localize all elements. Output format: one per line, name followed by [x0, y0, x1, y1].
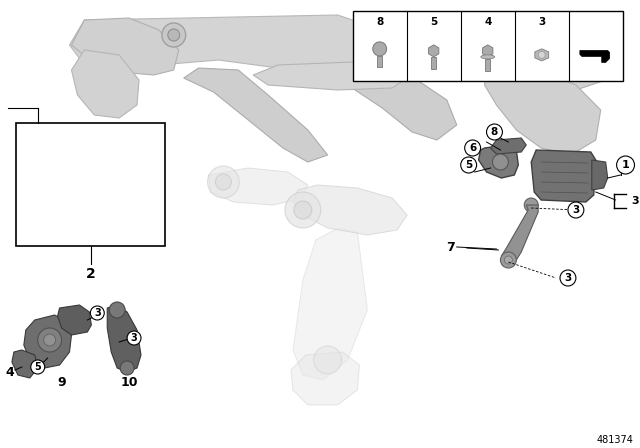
Text: 4: 4 — [484, 17, 492, 27]
Text: 2: 2 — [86, 267, 95, 281]
Bar — [16, 123, 165, 246]
Circle shape — [294, 201, 312, 219]
Circle shape — [486, 124, 502, 140]
Circle shape — [522, 37, 531, 47]
Circle shape — [168, 29, 180, 41]
Polygon shape — [490, 138, 526, 154]
Polygon shape — [531, 150, 596, 202]
Text: 3: 3 — [564, 273, 572, 283]
Polygon shape — [328, 68, 457, 140]
Circle shape — [109, 302, 125, 318]
Text: 5: 5 — [430, 17, 437, 27]
Ellipse shape — [481, 55, 495, 59]
Text: 481374: 481374 — [596, 435, 634, 445]
Text: 7: 7 — [446, 241, 455, 254]
Circle shape — [504, 256, 513, 264]
Circle shape — [44, 334, 56, 346]
Circle shape — [524, 198, 538, 212]
Polygon shape — [58, 305, 92, 335]
Polygon shape — [12, 350, 38, 378]
Circle shape — [207, 166, 239, 198]
Circle shape — [162, 23, 186, 47]
Circle shape — [372, 42, 387, 56]
Circle shape — [568, 202, 584, 218]
Circle shape — [493, 154, 508, 170]
Bar — [353, 11, 623, 81]
Polygon shape — [431, 57, 436, 69]
Text: 3: 3 — [131, 333, 138, 343]
Polygon shape — [293, 228, 367, 380]
Circle shape — [616, 156, 634, 174]
Polygon shape — [70, 15, 605, 80]
Circle shape — [127, 331, 141, 345]
Circle shape — [120, 361, 134, 375]
Polygon shape — [377, 56, 382, 67]
Circle shape — [38, 328, 61, 352]
Polygon shape — [72, 18, 179, 75]
Polygon shape — [580, 51, 610, 62]
Text: 3: 3 — [572, 205, 580, 215]
Polygon shape — [506, 25, 621, 90]
Circle shape — [465, 140, 481, 156]
Circle shape — [314, 346, 342, 374]
Text: 8: 8 — [491, 127, 498, 137]
Text: 3: 3 — [538, 17, 545, 27]
Polygon shape — [535, 49, 548, 61]
Circle shape — [216, 174, 231, 190]
Polygon shape — [108, 305, 141, 372]
Text: 5: 5 — [35, 362, 41, 372]
Polygon shape — [479, 145, 518, 178]
Polygon shape — [592, 160, 607, 190]
Polygon shape — [253, 62, 407, 90]
Polygon shape — [291, 352, 360, 405]
Polygon shape — [184, 68, 328, 162]
Circle shape — [90, 306, 104, 320]
Text: 9: 9 — [57, 375, 66, 388]
Polygon shape — [501, 205, 538, 265]
Circle shape — [500, 252, 516, 268]
Polygon shape — [485, 59, 490, 71]
Circle shape — [31, 360, 45, 374]
Polygon shape — [484, 65, 601, 155]
Text: 5: 5 — [465, 160, 472, 170]
Text: 1: 1 — [621, 160, 629, 170]
Polygon shape — [429, 45, 439, 57]
Polygon shape — [293, 185, 407, 235]
Polygon shape — [24, 315, 72, 368]
Text: 8: 8 — [376, 17, 383, 27]
Polygon shape — [72, 50, 139, 118]
Text: 10: 10 — [120, 375, 138, 388]
Text: 4: 4 — [5, 366, 14, 379]
Circle shape — [285, 192, 321, 228]
Polygon shape — [209, 168, 308, 205]
Circle shape — [560, 270, 576, 286]
Text: 3: 3 — [94, 308, 100, 318]
Circle shape — [516, 32, 536, 52]
Circle shape — [538, 52, 545, 58]
Text: 3: 3 — [632, 196, 639, 206]
Text: 6: 6 — [469, 143, 476, 153]
Polygon shape — [483, 45, 493, 57]
Circle shape — [461, 157, 477, 173]
